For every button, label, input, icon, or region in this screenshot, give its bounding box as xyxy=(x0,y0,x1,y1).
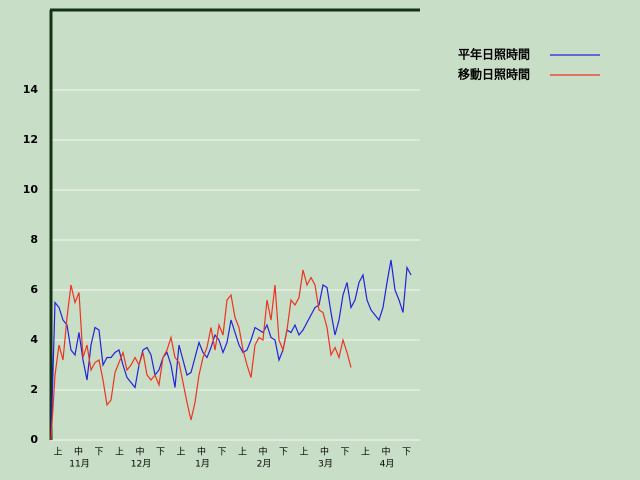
y-tick-label: 12 xyxy=(23,133,38,146)
month-label: 1月 xyxy=(195,459,210,470)
x-tick-label: 下 xyxy=(340,448,349,458)
x-tick-label: 下 xyxy=(156,448,165,458)
y-tick-label: 0 xyxy=(30,433,38,446)
y-tick-label: 14 xyxy=(23,83,39,96)
x-tick-label: 上 xyxy=(115,447,124,458)
series-line xyxy=(50,269,352,441)
x-tick-label: 中 xyxy=(74,446,83,458)
y-tick-label: 8 xyxy=(30,233,38,246)
legend-label: 平年日照時間 xyxy=(458,47,530,62)
x-tick-label: 上 xyxy=(238,447,247,458)
y-tick-label: 4 xyxy=(30,333,38,346)
month-label: 12月 xyxy=(131,459,151,470)
month-label: 2月 xyxy=(257,459,272,470)
x-tick-label: 上 xyxy=(53,447,62,458)
x-tick-label: 中 xyxy=(381,446,390,458)
y-tick-label: 10 xyxy=(23,183,39,196)
y-tick-label: 6 xyxy=(30,283,38,296)
y-tick-label: 2 xyxy=(30,383,38,396)
series-line xyxy=(50,259,412,441)
month-label: 3月 xyxy=(318,459,333,470)
x-tick-label: 上 xyxy=(361,447,370,458)
x-tick-label: 上 xyxy=(299,447,308,458)
x-tick-label: 中 xyxy=(258,446,267,458)
x-tick-label: 中 xyxy=(320,446,329,458)
x-tick-label: 下 xyxy=(279,448,288,458)
x-tick-label: 下 xyxy=(217,448,226,458)
x-tick-label: 下 xyxy=(94,448,103,458)
x-tick-label: 中 xyxy=(197,446,206,458)
legend-label: 移動日照時間 xyxy=(458,67,530,82)
month-label: 4月 xyxy=(380,459,395,470)
x-tick-label: 中 xyxy=(135,446,144,458)
month-label: 11月 xyxy=(69,459,89,470)
x-tick-label: 下 xyxy=(402,448,411,458)
x-tick-label: 上 xyxy=(176,447,185,458)
